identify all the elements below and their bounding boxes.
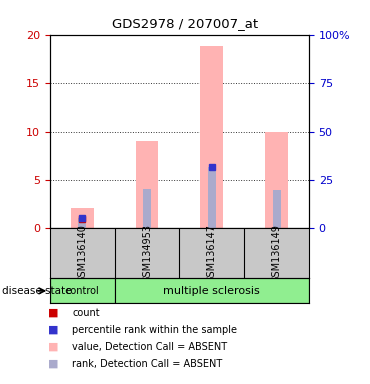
Text: GSM134953: GSM134953: [142, 224, 152, 283]
Text: ■: ■: [48, 308, 58, 318]
Bar: [208, 167, 216, 228]
Text: GSM136149: GSM136149: [272, 224, 282, 283]
Text: disease state: disease state: [2, 286, 71, 296]
Text: control: control: [65, 286, 99, 296]
Bar: [115, 278, 309, 303]
Bar: [201, 46, 223, 228]
Text: rank, Detection Call = ABSENT: rank, Detection Call = ABSENT: [72, 359, 222, 369]
Bar: [265, 131, 288, 228]
Text: ■: ■: [48, 325, 58, 335]
Bar: [143, 189, 151, 228]
Text: count: count: [72, 308, 100, 318]
Text: GSM136147: GSM136147: [207, 224, 217, 283]
Text: value, Detection Call = ABSENT: value, Detection Call = ABSENT: [72, 342, 227, 352]
Bar: [78, 218, 86, 228]
Text: multiple sclerosis: multiple sclerosis: [164, 286, 260, 296]
Text: GSM136140: GSM136140: [77, 224, 87, 283]
Text: percentile rank within the sample: percentile rank within the sample: [72, 325, 237, 335]
Bar: [71, 208, 94, 228]
Bar: [273, 190, 280, 228]
Text: ■: ■: [48, 342, 58, 352]
Text: GDS2978 / 207007_at: GDS2978 / 207007_at: [112, 17, 258, 30]
Bar: [50, 278, 115, 303]
Text: ■: ■: [48, 359, 58, 369]
Bar: [136, 141, 158, 228]
